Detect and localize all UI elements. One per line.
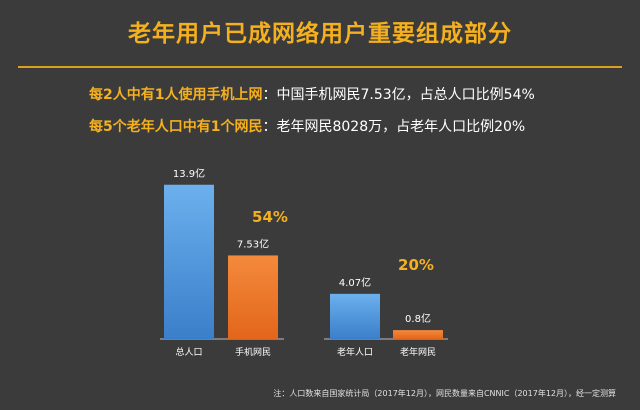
stat-line-mobile: 每2人中有1人使用手机上网：中国手机网民7.53亿，占总人口比例54%: [89, 84, 535, 104]
category-label-0: 总人口: [175, 346, 202, 358]
bar-0: [164, 184, 214, 339]
ratio-label-1: 20%: [398, 256, 434, 274]
stat-highlight-elderly: 每5个老年人口中有1个网民: [89, 119, 263, 135]
category-label-1: 手机网民: [235, 346, 271, 358]
category-label-2: 老年人口: [337, 346, 373, 358]
stat-detail-mobile: ：中国手机网民7.53亿，占总人口比例54%: [262, 87, 535, 103]
source-note: 注：人口数来自国家统计局（2017年12月），网民数量来自CNNIC（2017年…: [273, 389, 616, 398]
title-divider: [18, 66, 622, 68]
value-label-0: 13.9亿: [173, 167, 205, 180]
page-title: 老年用户已成网络用户重要组成部分: [128, 21, 512, 47]
value-label-1: 7.53亿: [237, 237, 269, 250]
stat-highlight-mobile: 每2人中有1人使用手机上网: [89, 87, 263, 103]
bar-3: [393, 330, 443, 339]
category-label-3: 老年网民: [400, 346, 436, 358]
stat-line-elderly: 每5个老年人口中有1个网民：老年网民8028万，占老年人口比例20%: [89, 116, 525, 136]
value-label-2: 4.07亿: [339, 276, 371, 289]
ratio-label-0: 54%: [252, 208, 288, 226]
bar-2: [330, 293, 380, 339]
bar-1: [228, 255, 278, 339]
stat-detail-elderly: ：老年网民8028万，占老年人口比例20%: [262, 119, 526, 135]
value-label-3: 0.8亿: [405, 312, 431, 325]
